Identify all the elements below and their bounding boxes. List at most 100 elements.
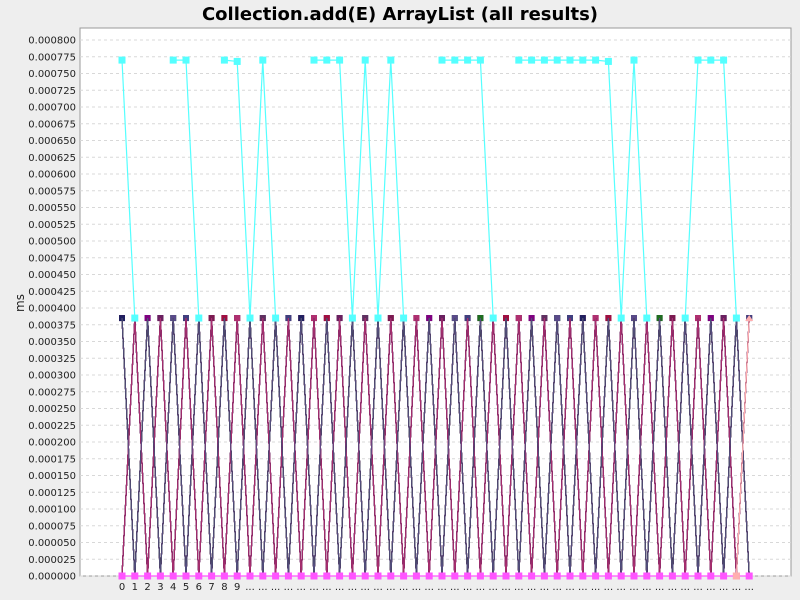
x-tick-label: 3	[157, 582, 163, 593]
data-point	[630, 572, 638, 580]
y-tick-label: 0.000575	[28, 186, 76, 197]
x-tick-label: ...	[450, 582, 460, 593]
data-point	[438, 572, 446, 580]
x-tick-label: ...	[271, 582, 281, 593]
x-tick-label: 1	[132, 582, 138, 593]
y-tick-label: 0.000775	[28, 52, 76, 63]
data-point	[579, 56, 587, 64]
y-tick-label: 0.000500	[28, 237, 76, 248]
data-point	[208, 572, 216, 580]
x-tick-label: ...	[245, 582, 255, 593]
data-point	[681, 572, 689, 580]
y-tick-label: 0.000200	[28, 438, 76, 449]
data-point	[310, 56, 318, 64]
data-point	[361, 572, 369, 580]
x-tick-label: ...	[514, 582, 524, 593]
series-line	[121, 60, 136, 319]
data-point	[234, 315, 241, 322]
chart-title: Collection.add(E) ArrayList (all results…	[202, 4, 598, 25]
y-tick-label: 0.000725	[28, 86, 76, 97]
y-tick-label: 0.000675	[28, 119, 76, 130]
data-point	[169, 572, 177, 580]
x-tick-label: 9	[234, 582, 240, 593]
data-point	[374, 314, 382, 322]
data-point	[272, 314, 280, 322]
data-point	[451, 572, 459, 580]
x-tick-label: ...	[335, 582, 345, 593]
data-point	[528, 56, 536, 64]
data-point	[336, 572, 344, 580]
x-tick-label: ...	[412, 582, 422, 593]
y-tick-label: 0.000025	[28, 555, 76, 566]
x-tick-label: ...	[565, 582, 575, 593]
data-point	[745, 315, 754, 322]
y-tick-label: 0.000600	[28, 170, 76, 181]
x-tick-label: ...	[360, 582, 370, 593]
data-point	[348, 572, 356, 580]
data-point	[464, 56, 472, 64]
x-tick-label: ...	[540, 582, 550, 593]
data-point	[182, 572, 190, 580]
data-point	[476, 572, 484, 580]
plot-area	[79, 27, 792, 577]
data-point	[732, 314, 740, 322]
y-tick-label: 0.000250	[28, 404, 76, 415]
data-point	[323, 56, 331, 64]
data-point	[732, 572, 740, 580]
data-point	[156, 572, 164, 580]
x-tick-label: ...	[463, 582, 473, 593]
y-tick-label: 0.000000	[28, 572, 76, 583]
y-tick-label: 0.000050	[28, 538, 76, 549]
y-tick-label: 0.000175	[28, 454, 76, 465]
data-point	[387, 572, 395, 580]
x-tick-label: ...	[296, 582, 306, 593]
x-tick-label: ...	[655, 582, 665, 593]
data-point	[182, 56, 190, 64]
data-point	[464, 572, 472, 580]
data-point	[387, 56, 395, 64]
data-point	[707, 572, 715, 580]
x-tick-label: ...	[488, 582, 498, 593]
data-point	[681, 314, 689, 322]
x-tick-label: ...	[578, 582, 588, 593]
data-point	[694, 572, 702, 580]
data-point	[528, 572, 536, 580]
data-point	[297, 572, 305, 580]
data-point	[272, 572, 280, 580]
x-tick-label: ...	[616, 582, 626, 593]
x-tick-label: ...	[706, 582, 716, 593]
y-tick-label: 0.000750	[28, 69, 76, 80]
x-tick-label: ...	[668, 582, 678, 593]
data-point	[310, 572, 318, 580]
x-tick-label: 4	[170, 582, 176, 593]
x-tick-label: ...	[719, 582, 729, 593]
y-axis: 0.000000 0.000025 0.000050 0.000075 0.000100…	[28, 36, 76, 583]
data-point	[348, 314, 356, 322]
data-point	[233, 57, 241, 65]
series-line	[735, 318, 750, 577]
data-point	[707, 56, 715, 64]
x-tick-label: 8	[221, 582, 227, 593]
y-tick-label: 0.000625	[28, 153, 76, 164]
data-point	[617, 314, 625, 322]
data-point	[489, 314, 497, 322]
data-point	[515, 56, 523, 64]
data-point	[259, 56, 267, 64]
x-tick-label: ...	[642, 582, 652, 593]
data-point	[400, 314, 408, 322]
data-point	[604, 572, 612, 580]
data-point	[476, 56, 484, 64]
data-point	[489, 572, 497, 580]
data-point	[400, 572, 408, 580]
data-point	[131, 572, 139, 580]
data-point	[118, 56, 126, 64]
y-axis-label: ms	[13, 294, 27, 312]
y-tick-label: 0.000150	[28, 471, 76, 482]
data-point	[540, 572, 548, 580]
data-point	[195, 314, 203, 322]
x-tick-label: ...	[322, 582, 332, 593]
x-tick-label: ...	[258, 582, 268, 593]
y-tick-label: 0.000700	[28, 103, 76, 114]
y-tick-label: 0.000425	[28, 287, 76, 298]
